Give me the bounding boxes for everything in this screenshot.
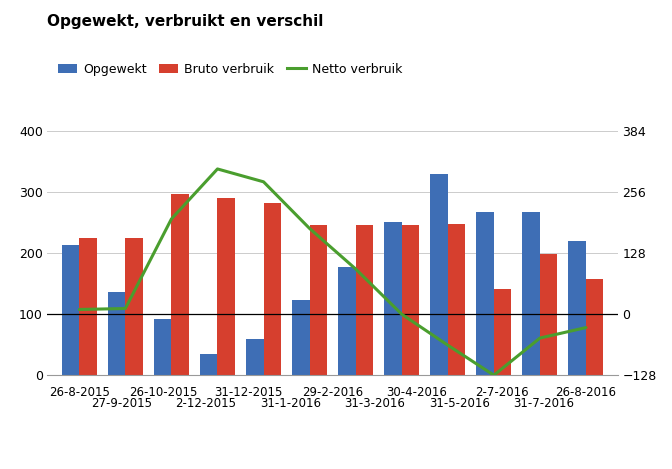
Bar: [126, 238, 143, 375]
Bar: [62, 245, 79, 375]
Bar: [263, 203, 281, 375]
Text: 31-5-2016: 31-5-2016: [429, 397, 490, 410]
Bar: [218, 198, 235, 375]
Text: 30-4-2016: 30-4-2016: [386, 386, 448, 399]
Text: 26-8-2015: 26-8-2015: [49, 386, 110, 399]
Bar: [79, 238, 97, 375]
Text: 31-7-2016: 31-7-2016: [513, 397, 575, 410]
Bar: [292, 300, 310, 375]
Bar: [586, 279, 603, 375]
Bar: [200, 354, 218, 375]
Text: 2-12-2015: 2-12-2015: [175, 397, 237, 410]
Text: 26-10-2015: 26-10-2015: [130, 386, 198, 399]
Text: 31-1-2016: 31-1-2016: [260, 397, 321, 410]
Legend: Opgewekt, Bruto verbruik, Netto verbruik: Opgewekt, Bruto verbruik, Netto verbruik: [53, 58, 407, 81]
Bar: [108, 292, 126, 375]
Bar: [476, 212, 494, 375]
Bar: [430, 174, 448, 375]
Text: 26-8-2016: 26-8-2016: [556, 386, 616, 399]
Text: Opgewekt, verbruikt en verschil: Opgewekt, verbruikt en verschil: [47, 14, 323, 29]
Bar: [522, 212, 540, 375]
Bar: [355, 225, 373, 375]
Bar: [448, 224, 465, 375]
Bar: [338, 267, 355, 375]
Bar: [154, 319, 171, 375]
Bar: [171, 194, 189, 375]
Bar: [494, 288, 511, 375]
Text: 31-3-2016: 31-3-2016: [345, 397, 405, 410]
Text: 2-7-2016: 2-7-2016: [474, 386, 528, 399]
Text: 29-2-2016: 29-2-2016: [302, 386, 363, 399]
Text: 27-9-2015: 27-9-2015: [91, 397, 152, 410]
Bar: [246, 339, 263, 375]
Bar: [310, 225, 327, 375]
Text: 31-12-2015: 31-12-2015: [214, 386, 282, 399]
Bar: [569, 241, 586, 375]
Bar: [402, 225, 419, 375]
Bar: [540, 255, 558, 375]
Bar: [384, 221, 402, 375]
